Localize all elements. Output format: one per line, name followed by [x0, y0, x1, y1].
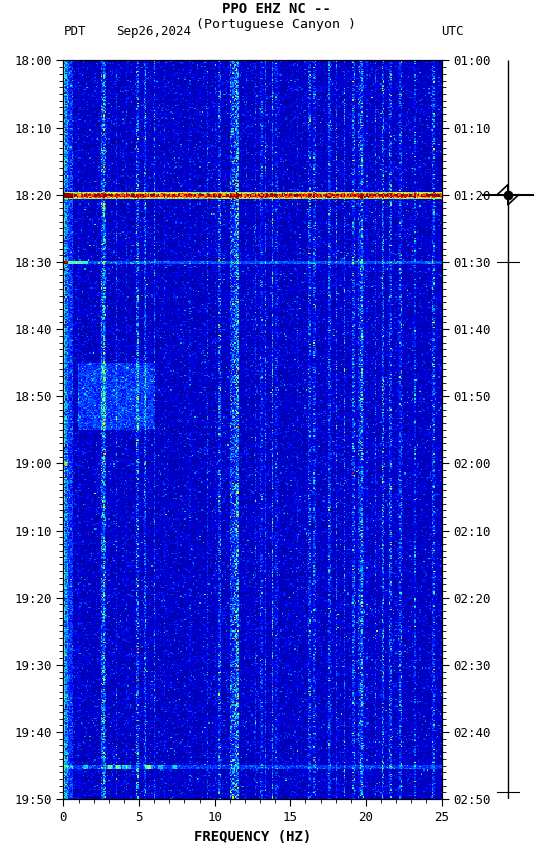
Text: (Portuguese Canyon ): (Portuguese Canyon )	[196, 18, 356, 31]
Text: PPO EHZ NC --: PPO EHZ NC --	[221, 3, 331, 16]
X-axis label: FREQUENCY (HZ): FREQUENCY (HZ)	[194, 829, 311, 843]
Text: PDT: PDT	[63, 25, 86, 38]
Text: Sep26,2024: Sep26,2024	[116, 25, 191, 38]
Text: UTC: UTC	[442, 25, 464, 38]
